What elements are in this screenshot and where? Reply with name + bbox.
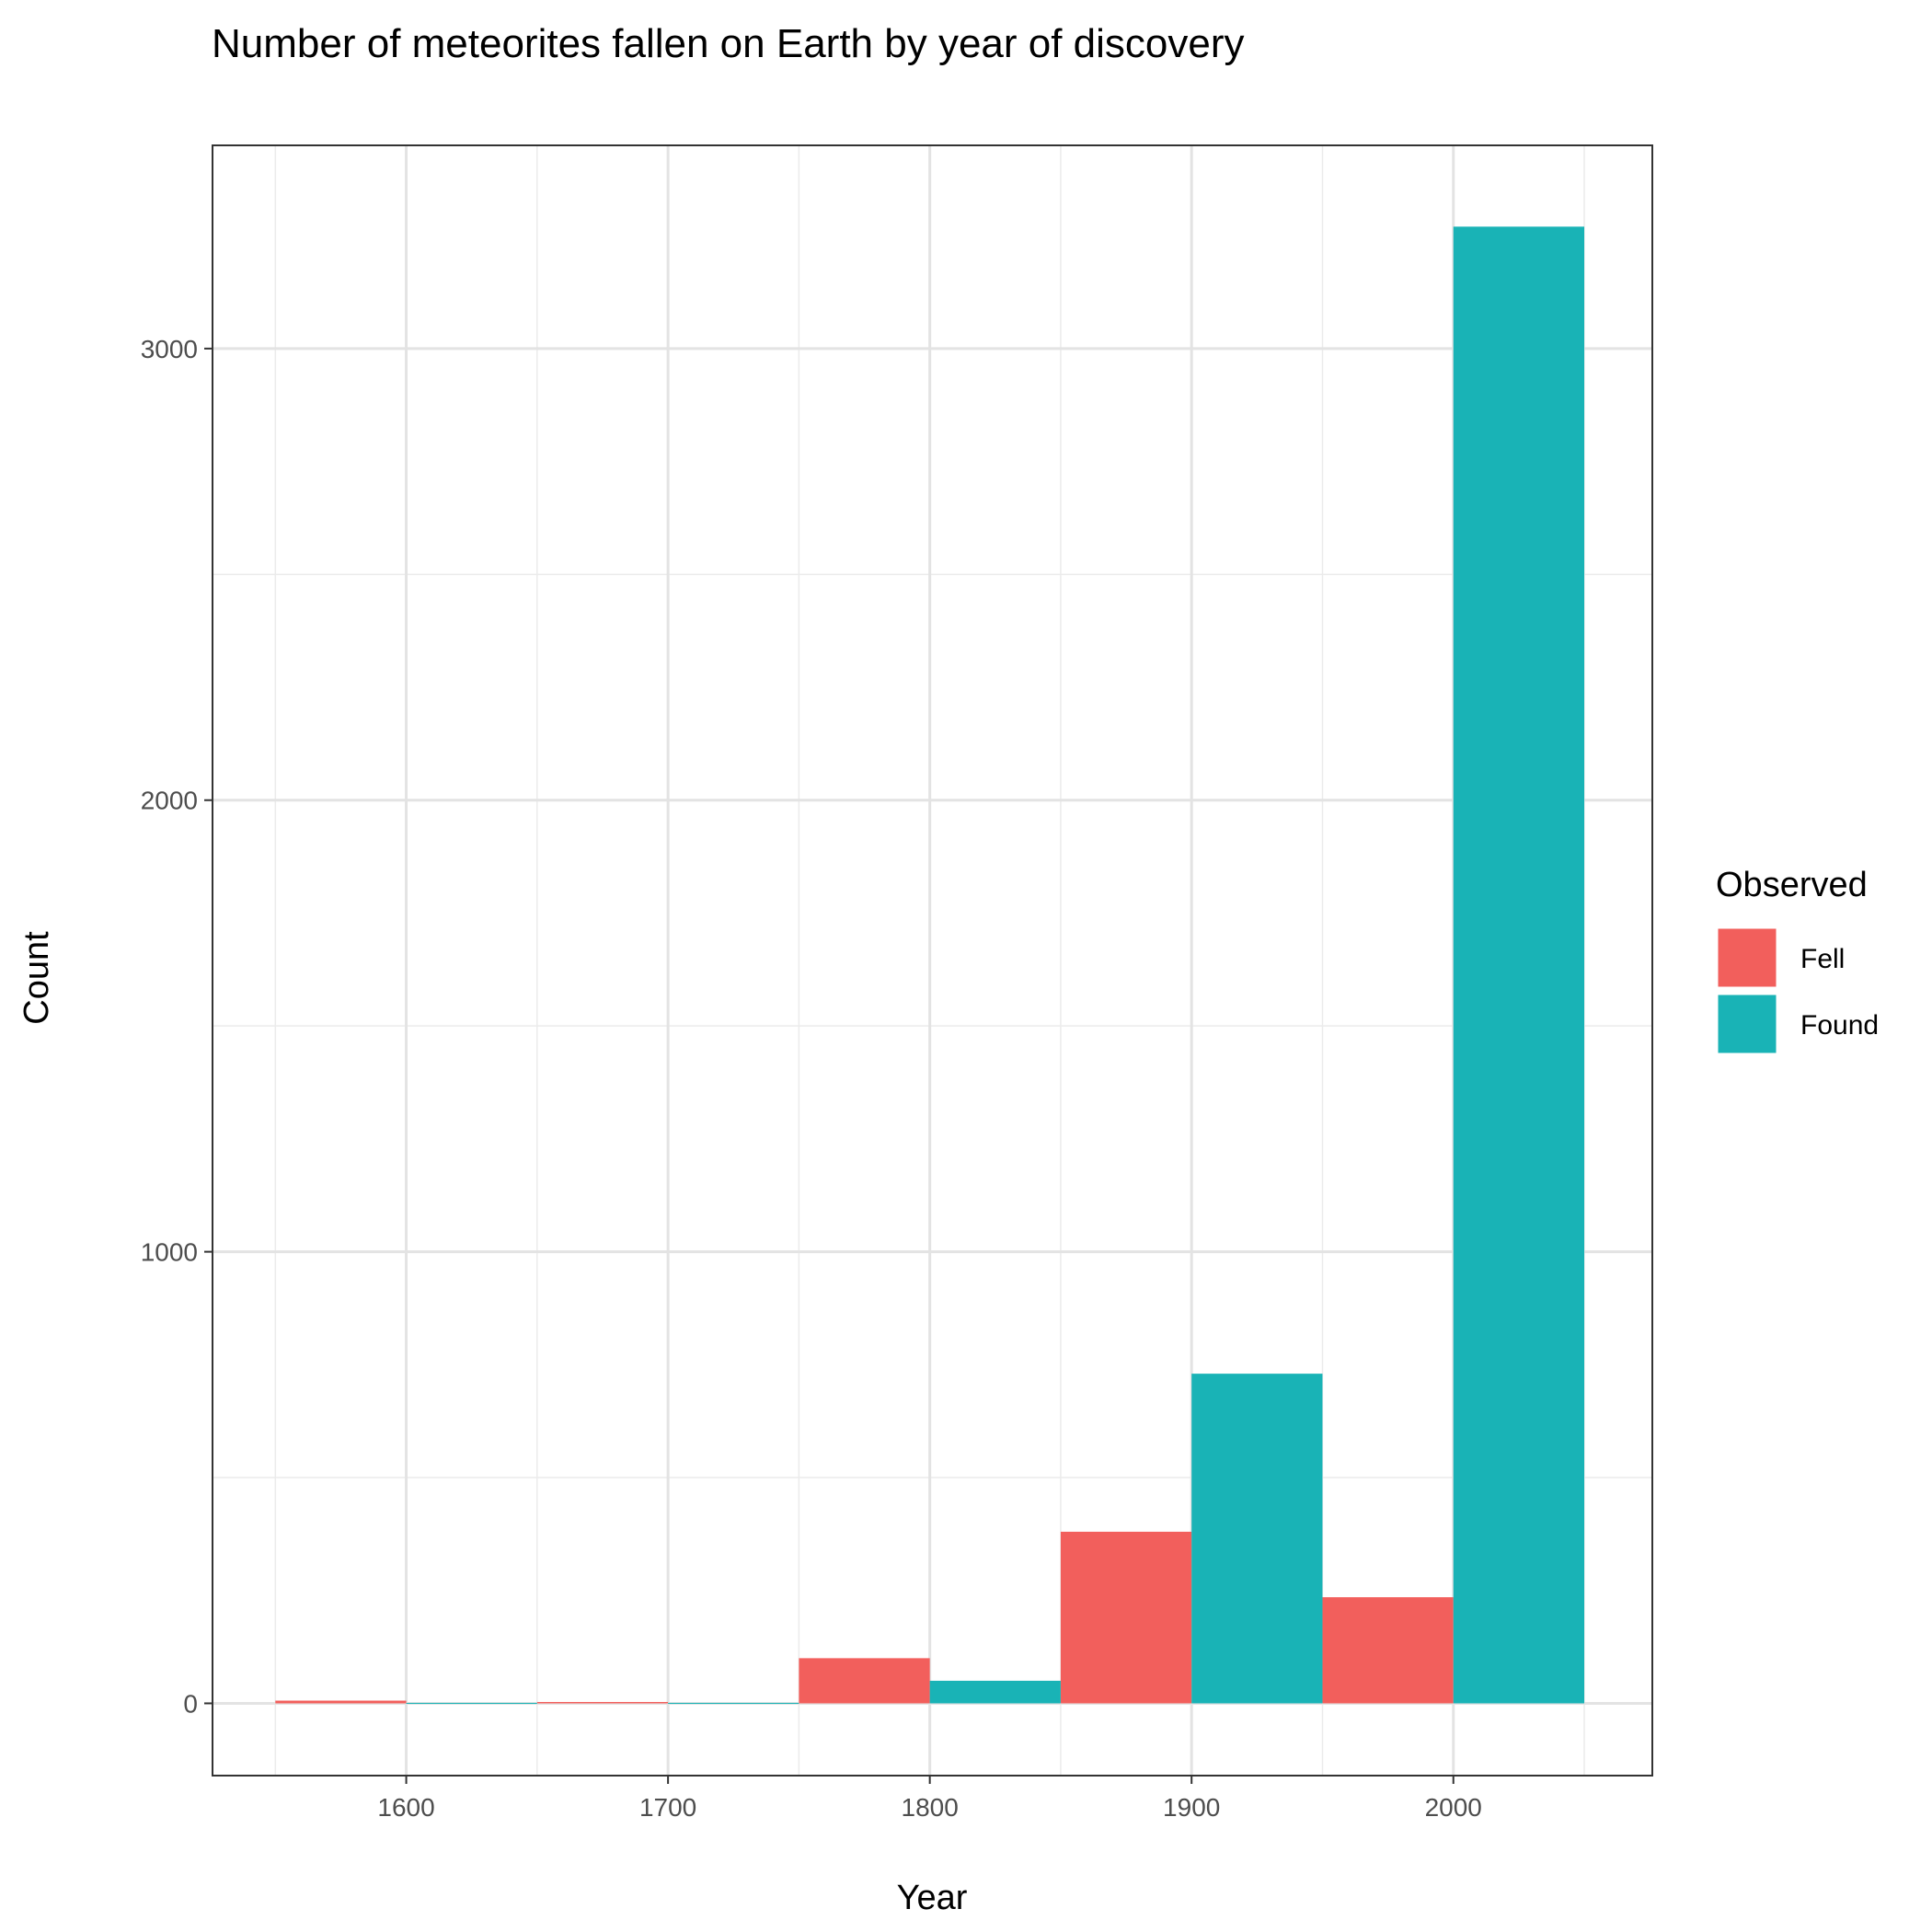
bars	[275, 226, 1585, 1704]
legend: Observed Fell Found	[1715, 866, 1879, 1056]
panel-border	[212, 144, 1653, 1777]
legend-items: Fell Found	[1715, 926, 1879, 1056]
bar-fell-1600	[275, 1700, 407, 1704]
plot-panel	[212, 144, 1653, 1777]
bar-fell-2000	[1322, 1597, 1454, 1704]
x-tick-label: 2000	[1425, 1793, 1482, 1822]
y-tick-label: 2000	[141, 787, 198, 815]
legend-label-fell: Fell	[1800, 944, 1845, 974]
bar-found-1800	[929, 1680, 1061, 1704]
x-tick-label: 1800	[902, 1793, 959, 1822]
legend-title: Observed	[1716, 866, 1868, 904]
bar-fell-1800	[799, 1658, 930, 1704]
x-tick-label: 1700	[639, 1793, 696, 1822]
y-tick-label: 3000	[141, 335, 198, 363]
bar-fell-1700	[536, 1701, 669, 1704]
legend-label-found: Found	[1800, 1010, 1879, 1041]
x-tick-label: 1600	[377, 1793, 434, 1822]
y-axis: 0 1000 2000 3000	[141, 335, 213, 1718]
x-tick-label: 1900	[1163, 1793, 1220, 1822]
x-axis: 1600 1700 1800 1900 2000	[377, 1776, 1482, 1822]
legend-key-found	[1715, 992, 1779, 1056]
bar-found-1900	[1191, 1374, 1323, 1704]
y-tick-label: 0	[183, 1689, 198, 1718]
bar-found-2000	[1453, 226, 1585, 1704]
bar-fell-1900	[1060, 1531, 1192, 1704]
legend-key-fell	[1715, 926, 1779, 990]
bar-found-1700	[668, 1702, 799, 1704]
x-axis-title: Year	[897, 1879, 968, 1917]
y-tick-label: 1000	[141, 1238, 198, 1267]
chart-title: Number of meteorites fallen on Earth by …	[212, 21, 1245, 66]
bar-found-1600	[406, 1702, 537, 1704]
panel-background	[213, 145, 1652, 1776]
y-axis-title: Count	[17, 931, 56, 1025]
